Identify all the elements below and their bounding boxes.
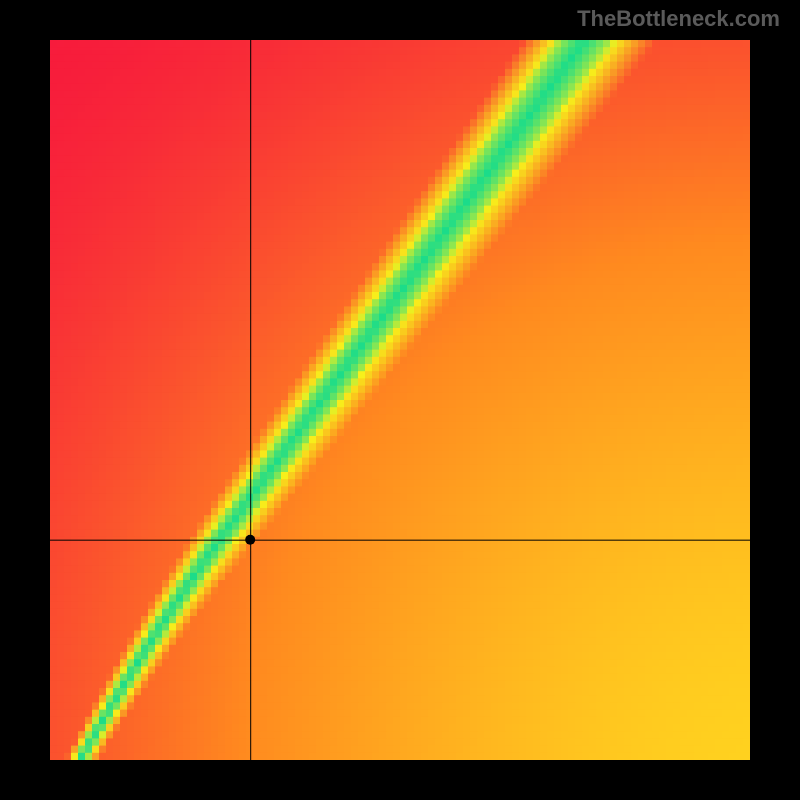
- chart-container: TheBottleneck.com: [0, 0, 800, 800]
- watermark-text: TheBottleneck.com: [577, 6, 780, 32]
- heatmap-plot-area: [50, 40, 750, 760]
- heatmap-canvas: [50, 40, 750, 760]
